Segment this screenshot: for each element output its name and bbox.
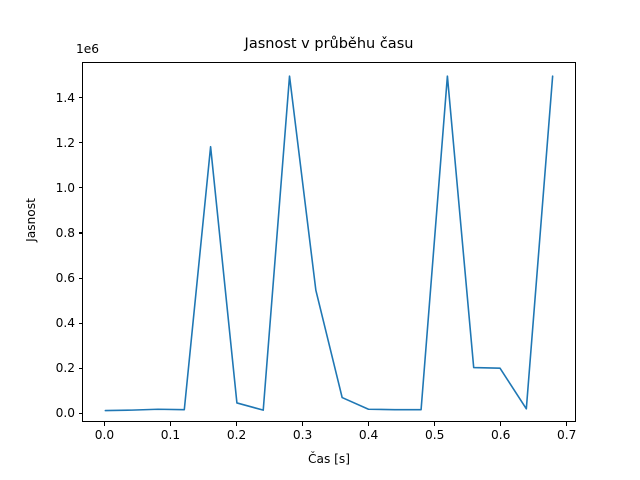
x-tick-mark: [434, 422, 436, 426]
x-tick-label: 0.2: [226, 428, 247, 442]
y-tick-label: 1.4: [55, 90, 75, 105]
x-axis-label: Čas [s]: [307, 452, 351, 466]
y-tick-mark: [78, 277, 82, 279]
y-tick-mark: [78, 232, 82, 234]
x-tick-label: 0.1: [160, 428, 181, 442]
data-series-line: [104, 75, 554, 412]
x-tick-label: 0.3: [292, 428, 313, 442]
x-tick-label: 0.6: [491, 428, 511, 442]
line-chart-svg: [104, 75, 554, 412]
plot-area: [82, 62, 576, 422]
x-tick-label: 0.4: [358, 428, 379, 442]
x-tick-mark: [103, 422, 106, 426]
x-tick-label: 0.7: [557, 428, 577, 442]
y-axis-tick-labels: 0.0 0.2 0.4 0.6 0.8 1.0 1.2 1.4: [27, 0, 75, 480]
y-axis-offset-text: 1e6: [76, 42, 100, 56]
page-title: Jasnost v průběhu času: [244, 36, 414, 52]
x-tick-mark: [500, 422, 502, 426]
x-tick-label: 0.5: [424, 428, 445, 442]
x-axis-tick-labels: 0.0 0.1 0.2 0.3 0.4 0.5 0.6 0.7: [0, 428, 640, 448]
y-tick-mark: [78, 322, 82, 324]
y-tick-label: 1.0: [55, 180, 75, 195]
y-tick-mark: [78, 412, 82, 414]
y-tick-label: 0.4: [55, 316, 75, 331]
y-tick-label: 0.0: [55, 406, 75, 421]
x-tick-mark: [236, 422, 238, 426]
y-tick-label: 0.8: [55, 225, 75, 240]
y-tick-label: 0.2: [55, 361, 75, 376]
x-tick-mark: [302, 422, 304, 426]
y-tick-mark: [78, 187, 82, 189]
y-tick-label: 0.6: [55, 271, 75, 286]
y-tick-mark: [78, 142, 82, 144]
y-tick-mark: [78, 97, 82, 99]
y-tick-label: 1.2: [55, 135, 75, 150]
x-tick-mark: [169, 422, 172, 426]
x-tick-mark: [566, 422, 568, 426]
x-tick-label: 0.0: [94, 428, 115, 442]
x-tick-mark: [368, 422, 370, 426]
y-tick-mark: [78, 367, 82, 369]
